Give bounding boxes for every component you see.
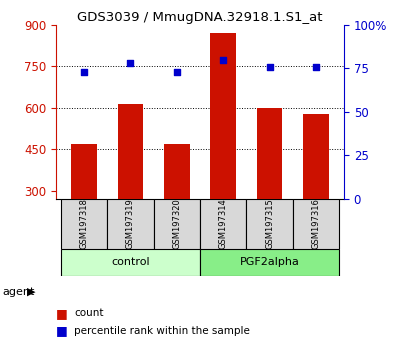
Bar — [246, 199, 293, 249]
Point — [313, 64, 319, 69]
Bar — [107, 199, 154, 249]
Bar — [257, 108, 282, 199]
Bar — [118, 104, 143, 199]
Text: GSM197315: GSM197315 — [265, 199, 274, 249]
Text: agent: agent — [2, 287, 34, 297]
Point — [174, 69, 180, 75]
Bar — [71, 144, 97, 199]
Text: PGF2alpha: PGF2alpha — [240, 257, 300, 267]
Point — [81, 69, 87, 75]
Text: GSM197316: GSM197316 — [312, 199, 321, 249]
Text: ■: ■ — [56, 325, 72, 337]
Text: ■: ■ — [56, 307, 72, 320]
Bar — [293, 199, 339, 249]
Bar — [200, 199, 246, 249]
Bar — [200, 249, 339, 276]
Text: count: count — [74, 308, 104, 318]
Bar — [154, 199, 200, 249]
Text: percentile rank within the sample: percentile rank within the sample — [74, 326, 250, 336]
Text: GSM197318: GSM197318 — [79, 199, 88, 249]
Text: GSM197319: GSM197319 — [126, 199, 135, 249]
Text: GSM197314: GSM197314 — [219, 199, 228, 249]
Bar — [164, 144, 190, 199]
Bar — [210, 33, 236, 199]
Point — [220, 57, 226, 62]
Text: GSM197320: GSM197320 — [172, 199, 181, 249]
Text: control: control — [111, 257, 150, 267]
Title: GDS3039 / MmugDNA.32918.1.S1_at: GDS3039 / MmugDNA.32918.1.S1_at — [77, 11, 323, 24]
Point — [127, 60, 134, 66]
Point — [266, 64, 273, 69]
Bar — [303, 114, 329, 199]
Text: ▶: ▶ — [27, 287, 36, 297]
Bar — [61, 199, 107, 249]
Bar — [61, 249, 200, 276]
